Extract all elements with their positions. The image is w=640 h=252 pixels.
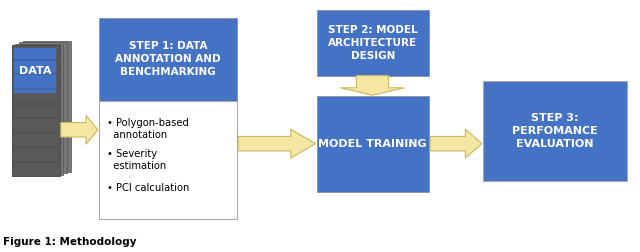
- FancyBboxPatch shape: [12, 45, 60, 176]
- Text: Figure 1: Methodology: Figure 1: Methodology: [3, 237, 137, 247]
- Text: DATA: DATA: [19, 66, 51, 76]
- Text: STEP 3:
PERFOMANCE
EVALUATION: STEP 3: PERFOMANCE EVALUATION: [513, 113, 598, 149]
- FancyBboxPatch shape: [23, 41, 71, 172]
- Polygon shape: [238, 129, 316, 158]
- FancyBboxPatch shape: [12, 45, 60, 176]
- FancyBboxPatch shape: [14, 48, 56, 93]
- FancyBboxPatch shape: [99, 18, 237, 101]
- Polygon shape: [430, 129, 482, 158]
- FancyBboxPatch shape: [99, 101, 237, 219]
- Polygon shape: [340, 76, 404, 95]
- Text: • PCI calculation: • PCI calculation: [107, 183, 189, 194]
- FancyBboxPatch shape: [15, 44, 63, 175]
- Text: STEP 1: DATA
ANNOTATION AND
BENCHMARKING: STEP 1: DATA ANNOTATION AND BENCHMARKING: [115, 41, 221, 77]
- Text: STEP 2: MODEL
ARCHITECTURE
DESIGN: STEP 2: MODEL ARCHITECTURE DESIGN: [328, 25, 418, 61]
- FancyBboxPatch shape: [483, 81, 627, 181]
- FancyBboxPatch shape: [317, 96, 429, 192]
- FancyBboxPatch shape: [317, 10, 429, 76]
- Polygon shape: [61, 115, 98, 144]
- FancyBboxPatch shape: [19, 42, 67, 173]
- Text: • Polygon-based
  annotation: • Polygon-based annotation: [107, 118, 189, 140]
- Text: • Severity
  estimation: • Severity estimation: [107, 149, 166, 171]
- Text: MODEL TRAINING: MODEL TRAINING: [319, 139, 427, 149]
